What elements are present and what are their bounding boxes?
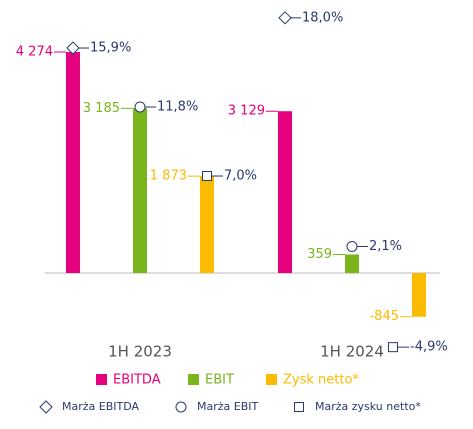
legend-label: EBITDA [113, 373, 161, 388]
legend-swatch [96, 374, 107, 385]
legend-label: Marża zysku netto* [315, 400, 421, 413]
value-label: -845 [369, 309, 399, 324]
margin-marker [388, 342, 398, 353]
legend-swatch [188, 374, 199, 385]
legend-swatch [266, 374, 277, 385]
margin-label: 7,0% [224, 169, 257, 184]
bar [200, 176, 214, 274]
bar [412, 273, 426, 317]
margin-marker [134, 101, 146, 113]
bar [66, 52, 80, 274]
legend-label: EBIT [205, 373, 234, 388]
value-label: 3 185 [83, 101, 120, 116]
margin-label: 15,9% [90, 41, 131, 56]
margin-marker [278, 11, 292, 25]
bar [345, 254, 359, 274]
legend-marker [175, 401, 187, 413]
value-label: 3 129 [228, 104, 265, 119]
legend-label: Marża EBIT [197, 400, 259, 413]
x-tick-label: 1H 2024 [320, 343, 384, 361]
margin-label: 18,0% [302, 10, 343, 25]
value-label: 1 873 [150, 169, 187, 184]
legend-label: Zysk netto* [283, 373, 359, 388]
bar [133, 108, 147, 274]
legend-marker [294, 402, 304, 412]
x-tick-label: 1H 2023 [108, 343, 172, 361]
value-label: 4 274 [16, 45, 53, 60]
legend-label: Marża EBITDA [62, 400, 140, 413]
legend-marker [39, 400, 53, 414]
margin-label: 11,8% [157, 99, 198, 114]
margin-label: 2,1% [369, 239, 402, 254]
margin-label: -4,9% [410, 340, 448, 355]
bar [278, 111, 292, 274]
margin-marker [346, 240, 358, 252]
value-label: 359 [307, 247, 332, 262]
margin-marker [202, 171, 212, 182]
